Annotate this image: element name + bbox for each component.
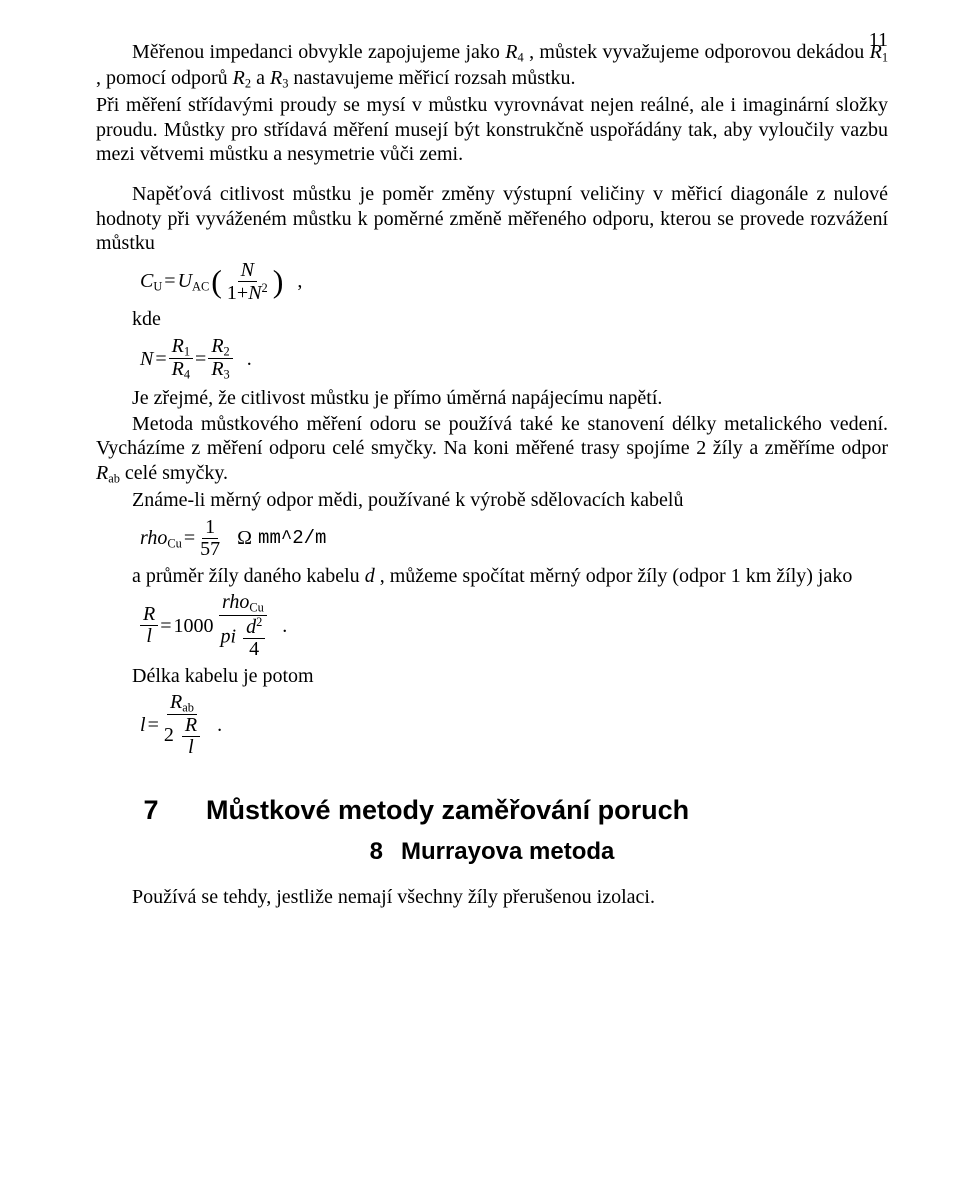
punct: . xyxy=(282,614,287,638)
text: a průměr žíly daného kabelu xyxy=(132,565,365,587)
var-r4: R4 xyxy=(505,41,523,63)
equals: = xyxy=(148,713,159,737)
paragraph-diameter: a průměr žíly daného kabelu d , můžeme s… xyxy=(96,564,888,588)
fraction-length: Rab 2 R l xyxy=(161,692,203,758)
denominator: 4 xyxy=(246,639,262,660)
var-r2: R2 xyxy=(233,67,251,89)
fraction-r2r3: R2 R3 xyxy=(208,336,232,382)
var-uac: UAC xyxy=(178,269,210,295)
denominator: 1+N2 xyxy=(224,282,271,304)
var-rab: Rab xyxy=(96,462,120,484)
fraction-d24: d2 4 xyxy=(243,616,265,660)
text: Měřenou impedanci obvykle zapojujeme jak… xyxy=(132,41,505,63)
paragraph-sensitivity-def: Napěťová citlivost můstku je poměr změny… xyxy=(96,182,888,255)
heading-text: Můstkové metody zaměřování poruch xyxy=(206,795,689,825)
denominator: l xyxy=(185,737,197,758)
var-n: N xyxy=(140,347,153,371)
fraction-rl-inner: R l xyxy=(182,715,200,758)
denominator: R3 xyxy=(208,359,232,381)
equals: = xyxy=(184,526,195,550)
denominator: 57 xyxy=(197,539,223,560)
equals: = xyxy=(155,347,166,371)
equation-rho-cu: rhoCu = 1 57 Ω mm^2/m xyxy=(140,517,888,560)
numerator: R2 xyxy=(208,336,232,359)
denominator: R4 xyxy=(169,359,193,381)
equals: = xyxy=(164,269,175,293)
var-rho: rhoCu xyxy=(140,526,182,552)
paragraph-murray-use: Používá se tehdy, jestliže nemají všechn… xyxy=(96,885,888,909)
numerator: R xyxy=(140,604,158,626)
text: celé smyčky. xyxy=(125,462,228,484)
var-r3: R3 xyxy=(270,67,288,89)
equation-sensitivity: CU = UAC ( N 1+N2 ) , xyxy=(140,260,888,304)
fraction-rho-area: rhoCu pi d2 4 xyxy=(218,592,269,659)
text: , můstek vyvažujeme odporovou dekádou xyxy=(529,41,870,63)
equals: = xyxy=(195,347,206,371)
denominator: 2 R l xyxy=(161,715,203,758)
unit-ohm: Ω xyxy=(237,526,252,550)
heading-number: 7 xyxy=(96,794,206,827)
paragraph-line-length: Metoda můstkového měření odoru se použív… xyxy=(96,412,888,486)
paragraph-rho-intro: Známe-li měrný odpor mědi, používané k v… xyxy=(96,488,888,512)
denominator: pi d2 4 xyxy=(218,616,269,660)
punct: , xyxy=(297,269,302,293)
numerator: R xyxy=(182,715,200,737)
numerator: d2 xyxy=(243,616,265,639)
equation-r-over-l: R l = 1000 rhoCu pi d2 4 . xyxy=(140,592,888,659)
var-c: CU xyxy=(140,269,162,295)
page-number: 11 xyxy=(869,28,888,52)
const-1000: 1000 xyxy=(174,614,214,638)
text: a xyxy=(256,67,270,89)
var-d: d xyxy=(365,565,375,587)
heading-murray-method: 8 Murrayova metoda xyxy=(96,837,888,866)
text: , můžeme spočítat měrný odpor žíly (odpo… xyxy=(380,565,853,587)
paragraph-cable-length: Délka kabelu je potom xyxy=(96,664,888,688)
var-l: l xyxy=(140,713,146,737)
numerator: R1 xyxy=(169,336,193,359)
heading-text: Murrayova metoda xyxy=(401,838,614,865)
fraction: 1 57 xyxy=(197,517,223,560)
numerator: 1 xyxy=(202,517,218,539)
text: , pomocí odporů xyxy=(96,67,233,89)
fraction-rl: R l xyxy=(140,604,158,647)
numerator: rhoCu xyxy=(219,592,267,615)
equation-n-ratio: N = R1 R4 = R2 R3 . xyxy=(140,336,888,382)
paragraph-impedance: Měřenou impedanci obvykle zapojujeme jak… xyxy=(96,40,888,91)
numerator: N xyxy=(238,260,257,282)
punct: . xyxy=(247,347,252,371)
punct: . xyxy=(217,713,222,737)
kde-label: kde xyxy=(132,307,888,331)
heading-number: 8 xyxy=(370,837,383,866)
fraction: N 1+N2 xyxy=(224,260,271,304)
unit-mm2m: mm^2/m xyxy=(258,527,326,550)
equation-length: l = Rab 2 R l . xyxy=(140,692,888,758)
paragraph-sensitivity-prop: Je zřejmé, že citlivost můstku je přímo … xyxy=(96,386,888,410)
text: nastavujeme měřicí rozsah můstku. xyxy=(293,67,575,89)
text: Metoda můstkového měření odoru se použív… xyxy=(96,413,888,459)
heading-bridge-methods: 7Můstkové metody zaměřování poruch xyxy=(96,794,888,827)
denominator: l xyxy=(143,626,155,647)
paragraph-ac-bridges: Při měření střídavými proudy se mysí v m… xyxy=(96,93,888,166)
fraction-r1r4: R1 R4 xyxy=(169,336,193,382)
numerator: Rab xyxy=(167,692,197,715)
equals: = xyxy=(160,614,171,638)
